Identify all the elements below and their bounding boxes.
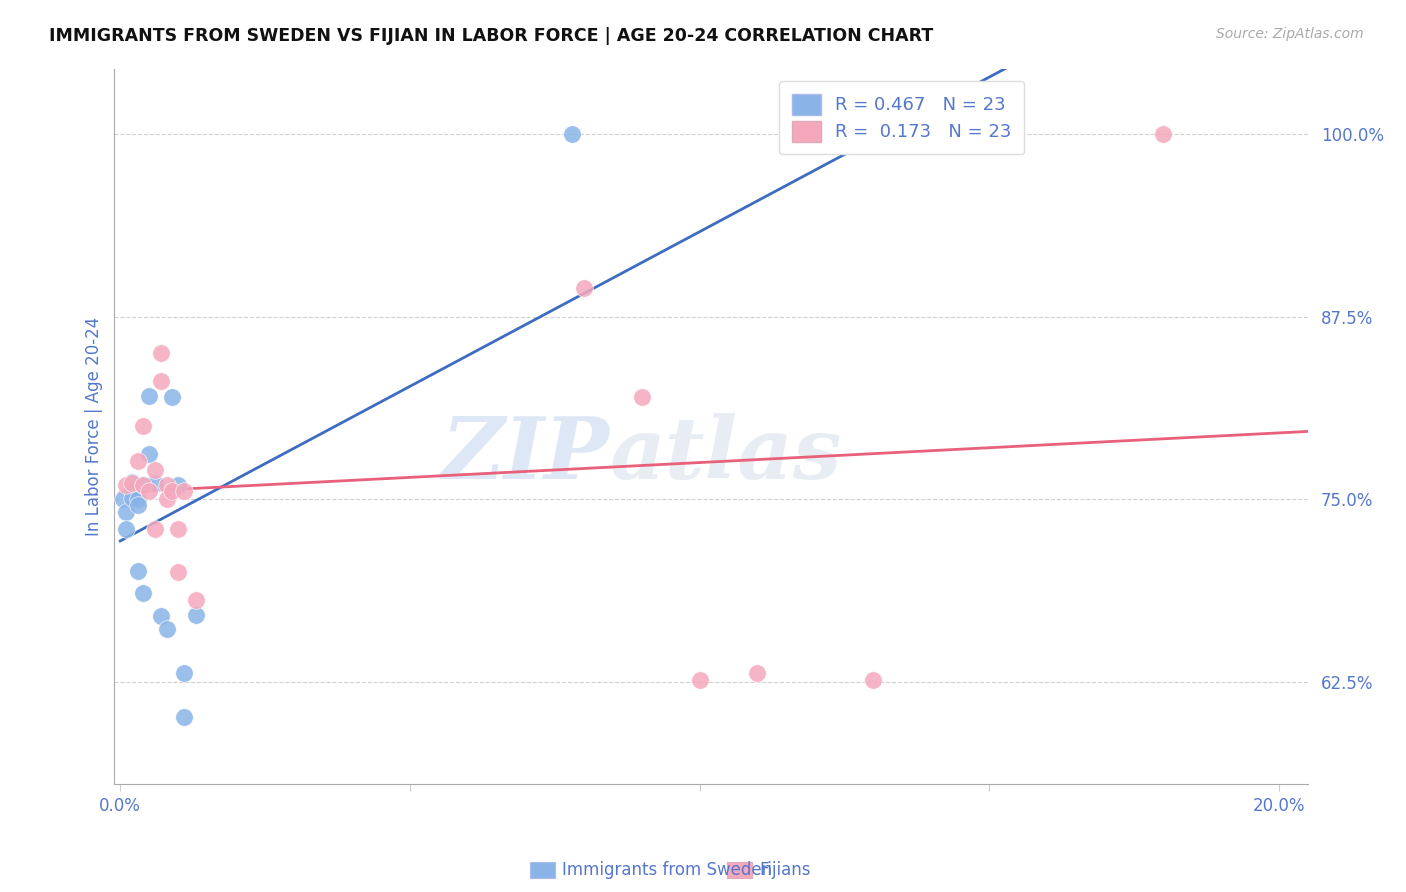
- Point: [138, 389, 160, 403]
- Text: atlas: atlas: [610, 413, 842, 497]
- Text: IMMIGRANTS FROM SWEDEN VS FIJIAN IN LABOR FORCE | AGE 20-24 CORRELATION CHART: IMMIGRANTS FROM SWEDEN VS FIJIAN IN LABO…: [49, 27, 934, 45]
- Point: [121, 491, 143, 505]
- Point: [132, 586, 155, 600]
- Text: Immigrants from Sweden: Immigrants from Sweden: [562, 861, 772, 879]
- Point: [143, 522, 166, 536]
- Point: [138, 447, 160, 461]
- Point: [184, 607, 207, 622]
- Point: [121, 476, 143, 491]
- Point: [173, 483, 195, 498]
- Point: [115, 477, 138, 491]
- Text: ZIP: ZIP: [441, 413, 610, 497]
- Point: [561, 127, 583, 141]
- Point: [115, 505, 138, 519]
- Point: [127, 564, 149, 578]
- Point: [127, 498, 149, 512]
- Point: [143, 476, 166, 491]
- Point: [127, 492, 149, 507]
- Point: [132, 477, 155, 491]
- Point: [149, 346, 172, 360]
- Point: [862, 673, 884, 688]
- Point: [167, 522, 190, 536]
- Text: Fijians: Fijians: [759, 861, 810, 879]
- Point: [162, 390, 184, 404]
- Point: [630, 390, 652, 404]
- Point: [115, 522, 138, 536]
- Point: [112, 492, 135, 507]
- Point: [138, 483, 160, 498]
- Point: [132, 419, 155, 434]
- Point: [155, 622, 177, 636]
- Point: [173, 710, 195, 724]
- Point: [689, 673, 711, 688]
- Point: [173, 666, 195, 681]
- Text: Source: ZipAtlas.com: Source: ZipAtlas.com: [1216, 27, 1364, 41]
- Point: [132, 477, 155, 491]
- Point: [167, 477, 190, 491]
- Point: [167, 566, 190, 580]
- Point: [747, 666, 769, 681]
- Point: [127, 454, 149, 468]
- Point: [979, 127, 1001, 141]
- Legend: R = 0.467   N = 23, R =  0.173   N = 23: R = 0.467 N = 23, R = 0.173 N = 23: [779, 81, 1025, 154]
- Point: [121, 483, 143, 498]
- Point: [155, 477, 177, 491]
- Point: [572, 280, 595, 294]
- Point: [162, 483, 184, 498]
- Point: [1152, 127, 1174, 141]
- Point: [155, 492, 177, 507]
- Point: [143, 463, 166, 477]
- Y-axis label: In Labor Force | Age 20-24: In Labor Force | Age 20-24: [86, 317, 103, 536]
- Point: [121, 475, 143, 489]
- Point: [149, 609, 172, 624]
- Point: [184, 593, 207, 607]
- Point: [149, 374, 172, 388]
